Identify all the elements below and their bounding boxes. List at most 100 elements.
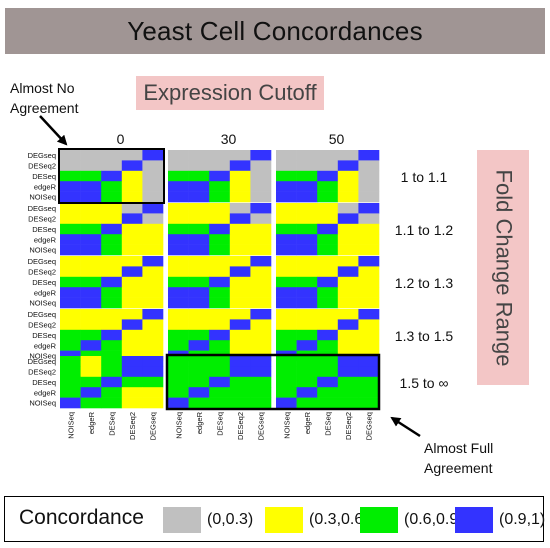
heatmap-cell bbox=[317, 319, 339, 331]
heatmap-cell bbox=[142, 340, 164, 351]
heatmap-cell bbox=[121, 319, 143, 331]
row-method-label: edgeR bbox=[34, 235, 57, 244]
heatmap-cell bbox=[276, 256, 297, 267]
legend-label: (0,0.3) bbox=[207, 511, 254, 528]
almost-full-agreement-note: Almost Full Agreement bbox=[424, 440, 494, 476]
heatmap-cell bbox=[276, 276, 297, 288]
heatmap-cell bbox=[296, 234, 318, 245]
column-method-label: NOISeq bbox=[66, 412, 75, 439]
column-group-label: 50 bbox=[329, 131, 345, 147]
heatmap-cell bbox=[188, 266, 210, 278]
heatmap-cell bbox=[358, 287, 380, 298]
heatmap-cell bbox=[188, 329, 210, 341]
full-agreement-highlight bbox=[165, 353, 381, 411]
heatmap-cell bbox=[188, 244, 210, 256]
heatmap-cell bbox=[101, 170, 123, 182]
heatmap-cell bbox=[337, 319, 359, 331]
heatmap-cell bbox=[317, 213, 339, 225]
heatmap-cell bbox=[296, 170, 318, 182]
heatmap-cell bbox=[60, 319, 81, 331]
legend-item: (0.3,0.6) bbox=[265, 507, 369, 533]
heatmap-cell bbox=[188, 356, 210, 367]
title-bar: Yeast Cell Concordances bbox=[5, 8, 545, 54]
heatmap-cell bbox=[296, 366, 318, 378]
heatmap-cell bbox=[296, 213, 318, 225]
heatmap-cell bbox=[101, 319, 123, 331]
heatmap-cell bbox=[358, 181, 380, 192]
heatmap-cell bbox=[168, 397, 189, 409]
heatmap-cell bbox=[101, 223, 123, 235]
heatmap-cell bbox=[358, 150, 380, 161]
heatmap-cell bbox=[80, 203, 102, 214]
heatmap-cell bbox=[209, 181, 231, 192]
heatmap-cell bbox=[358, 244, 380, 256]
heatmap-cell bbox=[276, 376, 297, 388]
heatmap-cell bbox=[358, 376, 380, 388]
heatmap-cell bbox=[121, 191, 143, 203]
heatmap-cell bbox=[60, 356, 81, 367]
heatmap-cell bbox=[276, 340, 297, 351]
heatmap-cell bbox=[60, 150, 81, 161]
heatmap-cell bbox=[188, 234, 210, 245]
heatmap-cell bbox=[209, 366, 231, 378]
heatmap-cell bbox=[121, 203, 143, 214]
full-agreement-arrow bbox=[390, 416, 421, 438]
heatmap-cell bbox=[60, 234, 81, 245]
legend-swatch bbox=[360, 507, 398, 533]
heatmap-cell bbox=[358, 329, 380, 341]
heatmap-cell bbox=[188, 297, 210, 309]
heatmap-cell bbox=[229, 309, 251, 320]
heatmap-cell bbox=[276, 150, 297, 161]
heatmap-cell bbox=[142, 366, 164, 378]
heatmap-cell bbox=[250, 170, 272, 182]
heatmap-cell bbox=[296, 266, 318, 278]
heatmap-cell bbox=[101, 181, 123, 192]
heatmap-cell bbox=[168, 329, 189, 341]
heatmap-cell bbox=[101, 387, 123, 398]
heatmap-cell bbox=[80, 276, 102, 288]
heatmap-cell bbox=[276, 287, 297, 298]
heatmap-cell bbox=[188, 213, 210, 225]
heatmap-cell bbox=[121, 170, 143, 182]
heatmap-cell bbox=[101, 309, 123, 320]
heatmap-cell bbox=[168, 213, 189, 225]
heatmap-cell bbox=[101, 287, 123, 298]
heatmap-cell bbox=[250, 366, 272, 378]
heatmap-cell bbox=[142, 397, 164, 409]
heatmap-cell bbox=[168, 244, 189, 256]
column-method-label: DESeq2 bbox=[236, 412, 245, 440]
heatmap-cell bbox=[229, 319, 251, 331]
heatmap-cell bbox=[317, 234, 339, 245]
heatmap-cell bbox=[80, 356, 102, 367]
heatmap-cell bbox=[142, 297, 164, 309]
heatmap-cell bbox=[358, 397, 380, 409]
heatmap-cell bbox=[168, 340, 189, 351]
column-method-label: DESeq bbox=[108, 412, 117, 436]
heatmap-cell bbox=[80, 170, 102, 182]
expression-cutoff-box: Expression Cutoff bbox=[136, 76, 324, 110]
heatmap-cell bbox=[229, 213, 251, 225]
heatmap-cell bbox=[229, 329, 251, 341]
heatmap-cell bbox=[209, 150, 231, 161]
heatmap-cell bbox=[358, 223, 380, 235]
heatmap-cell bbox=[142, 276, 164, 288]
heatmap-cell bbox=[121, 234, 143, 245]
row-method-label: DESeq2 bbox=[28, 321, 56, 330]
heatmap-cell bbox=[168, 160, 189, 172]
heatmap-cell bbox=[188, 150, 210, 161]
heatmap-cell bbox=[229, 287, 251, 298]
heatmap-cell bbox=[142, 376, 164, 388]
heatmap-cell bbox=[142, 319, 164, 331]
heatmap-cell bbox=[142, 329, 164, 341]
heatmap-cell bbox=[337, 309, 359, 320]
heatmap-cell bbox=[101, 356, 123, 367]
heatmap-cell bbox=[317, 170, 339, 182]
heatmap-cell bbox=[168, 319, 189, 331]
heatmap-cell bbox=[317, 181, 339, 192]
heatmap-cell bbox=[250, 376, 272, 388]
heatmap-cell bbox=[358, 213, 380, 225]
heatmap-cell bbox=[296, 191, 318, 203]
heatmap-cell bbox=[168, 150, 189, 161]
heatmap-cell bbox=[317, 191, 339, 203]
heatmap-cell bbox=[80, 397, 102, 409]
